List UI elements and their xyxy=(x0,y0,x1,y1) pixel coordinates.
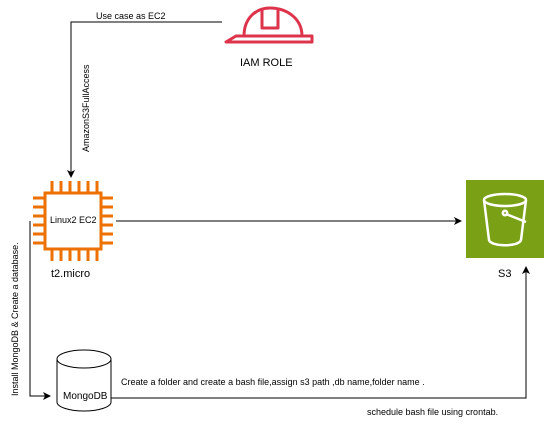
install-mongodb-label: Install MongoDB & Create a database. xyxy=(10,242,20,396)
iam-to-ec2-connector xyxy=(67,21,222,178)
iam-policy-label: AmazonS3FullAccess xyxy=(81,64,91,152)
iam-role-label: IAM ROLE xyxy=(240,57,293,69)
ec2-chip-label: Linux2 EC2 xyxy=(49,215,98,225)
chip-icon xyxy=(33,181,113,261)
mongodb-to-s3-connector xyxy=(111,266,530,399)
hard-hat-icon xyxy=(224,6,314,44)
bucket-icon xyxy=(466,180,544,258)
mongodb-action-label: Create a folder and create a bash file,a… xyxy=(121,377,425,387)
iam-to-ec2-label: Use case as EC2 xyxy=(96,11,166,21)
s3-label: S3 xyxy=(498,268,512,280)
mongodb-label: MongoDB xyxy=(63,391,108,402)
database-cylinder-icon xyxy=(56,349,112,412)
ec2-to-mongodb-connector xyxy=(29,221,51,400)
ec2-instance-type: t2.micro xyxy=(51,268,91,280)
schedule-crontab-label: schedule bash file using crontab. xyxy=(367,407,499,417)
